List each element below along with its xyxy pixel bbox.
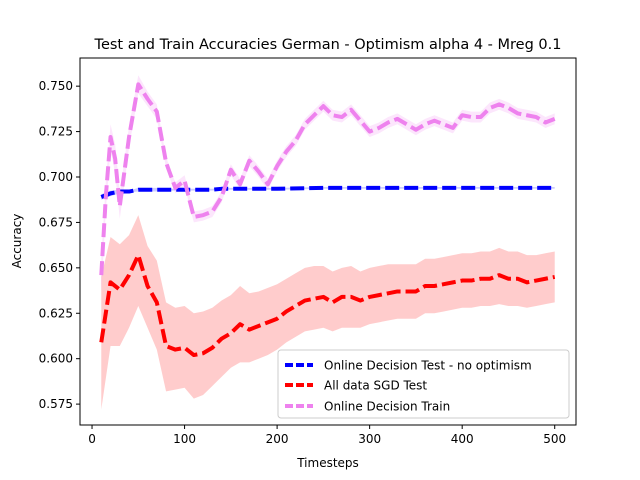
plot-frame — [79, 57, 577, 426]
y-tick-label-6: 0.725 — [39, 125, 73, 139]
x-tick-label-200: 200 — [266, 432, 289, 446]
x-tick-label-400: 400 — [451, 432, 474, 446]
x-axis-label: Timesteps — [296, 456, 359, 470]
x-tick-label-300: 300 — [358, 432, 381, 446]
y-tick-label-1: 0.600 — [39, 352, 73, 366]
line-online-decision-train — [99, 82, 556, 276]
line-online-decision-test-no-optimism — [100, 185, 555, 199]
y-tick-label-2: 0.625 — [39, 306, 73, 320]
y-tick-label-0: 0.575 — [39, 397, 73, 411]
series-lines — [99, 82, 556, 358]
y-tick-label-7: 0.750 — [39, 79, 73, 93]
x-axis-ticks: 0 100 200 300 400 500 — [88, 425, 566, 446]
y-tick-label-4: 0.675 — [39, 215, 73, 229]
line-all-data-sgd-test — [99, 253, 556, 358]
legend-label-online-test: Online Decision Test - no optimism — [324, 359, 532, 373]
x-tick-label-100: 100 — [173, 432, 196, 446]
chart-title: Test and Train Accuracies German - Optim… — [94, 37, 562, 53]
y-tick-label-3: 0.650 — [39, 261, 73, 275]
legend-box — [277, 349, 570, 419]
y-axis-ticks: 0.575 0.600 0.625 0.650 0.675 0.700 0.725 0.750 — [39, 79, 80, 411]
legend-label-sgd-test: All data SGD Test — [324, 379, 427, 393]
x-tick-label-500: 500 — [543, 432, 566, 446]
y-axis-label: Accuracy — [10, 214, 24, 269]
legend-label-online-train: Online Decision Train — [324, 400, 450, 414]
y-tick-label-5: 0.700 — [39, 170, 73, 184]
band-all-data-sgd-test — [101, 215, 555, 410]
legend: Online Decision Test - no optimism All d… — [277, 349, 570, 419]
x-tick-label-0: 0 — [88, 432, 96, 446]
